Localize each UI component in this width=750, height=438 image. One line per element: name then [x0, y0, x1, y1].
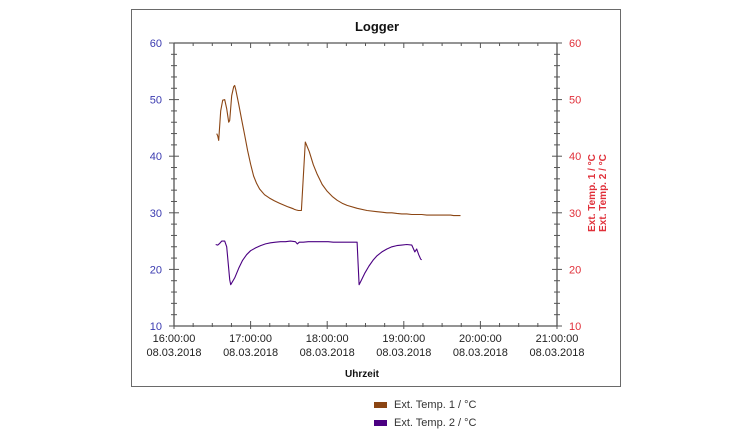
left-y-tick-label: 10	[150, 321, 162, 333]
x-axis-label: Uhrzeit	[345, 369, 380, 380]
series-line-ext-temp-1	[216, 84, 461, 217]
x-tick-label-time: 18:00:00	[306, 333, 349, 345]
tick-labels: 10 10 20 20 30 30 40 40 50 50 60 60 16:00:00 08.03.20…	[146, 38, 584, 359]
left-y-tick-label: 30	[150, 208, 162, 220]
right-y-tick-label: 60	[569, 38, 581, 50]
legend-label-ext-temp-1: Ext. Temp. 1 / °C	[394, 399, 477, 411]
right-y-tick-label: 20	[569, 264, 581, 276]
legend-swatch-ext-temp-1	[374, 402, 387, 408]
right-y-tick-label: 10	[569, 321, 581, 333]
chart-svg: Logger Uhrzeit Ext. Temp. 1 / °C Ext. Te…	[146, 19, 609, 380]
series-lines	[215, 84, 461, 286]
right-axis-label-1: Ext. Temp. 1 / °C	[587, 154, 598, 232]
chart-title: Logger	[355, 19, 399, 34]
legend-label-ext-temp-2: Ext. Temp. 2 / °C	[394, 417, 477, 429]
axes	[169, 42, 562, 329]
chart-frame: Logger Uhrzeit Ext. Temp. 1 / °C Ext. Te…	[131, 9, 621, 387]
x-tick-label-date: 08.03.2018	[453, 347, 508, 359]
x-tick-label-date: 08.03.2018	[223, 347, 278, 359]
x-tick-label-time: 17:00:00	[229, 333, 272, 345]
x-tick-label-date: 08.03.2018	[529, 347, 584, 359]
left-y-tick-label: 50	[150, 95, 162, 107]
x-tick-label-date: 08.03.2018	[146, 347, 201, 359]
legend-swatch-ext-temp-2	[374, 420, 387, 426]
x-tick-label-time: 16:00:00	[153, 333, 196, 345]
right-y-tick-label: 30	[569, 208, 581, 220]
series-line-ext-temp-2	[215, 240, 422, 286]
left-y-tick-label: 60	[150, 38, 162, 50]
left-y-tick-label: 20	[150, 264, 162, 276]
left-y-tick-label: 40	[150, 151, 162, 163]
legend-item-ext-temp-2: Ext. Temp. 2 / °C	[374, 417, 476, 429]
x-tick-label-time: 21:00:00	[536, 333, 579, 345]
x-tick-label-date: 08.03.2018	[300, 347, 355, 359]
right-y-tick-label: 50	[569, 95, 581, 107]
x-tick-label-date: 08.03.2018	[376, 347, 431, 359]
right-y-tick-label: 40	[569, 151, 581, 163]
right-axis-label-2: Ext. Temp. 2 / °C	[598, 154, 609, 232]
x-tick-label-time: 19:00:00	[382, 333, 425, 345]
x-tick-label-time: 20:00:00	[459, 333, 502, 345]
legend-item-ext-temp-1: Ext. Temp. 1 / °C	[374, 399, 476, 411]
